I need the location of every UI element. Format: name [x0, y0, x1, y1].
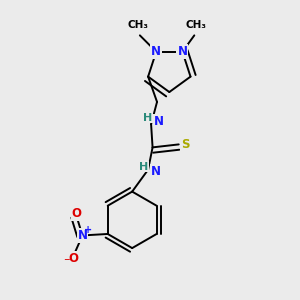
Text: N: N	[151, 45, 161, 58]
Text: H: H	[139, 162, 148, 172]
Text: H: H	[143, 113, 152, 123]
Text: N: N	[154, 115, 164, 128]
Text: O: O	[68, 251, 79, 265]
Text: CH₃: CH₃	[185, 20, 206, 30]
Text: N: N	[177, 45, 188, 58]
Text: S: S	[181, 138, 190, 151]
Text: CH₃: CH₃	[128, 20, 149, 30]
Text: +: +	[84, 225, 92, 235]
Text: O: O	[71, 207, 82, 220]
Text: N: N	[77, 229, 87, 242]
Text: N: N	[151, 165, 160, 178]
Text: ⁻: ⁻	[63, 256, 69, 269]
